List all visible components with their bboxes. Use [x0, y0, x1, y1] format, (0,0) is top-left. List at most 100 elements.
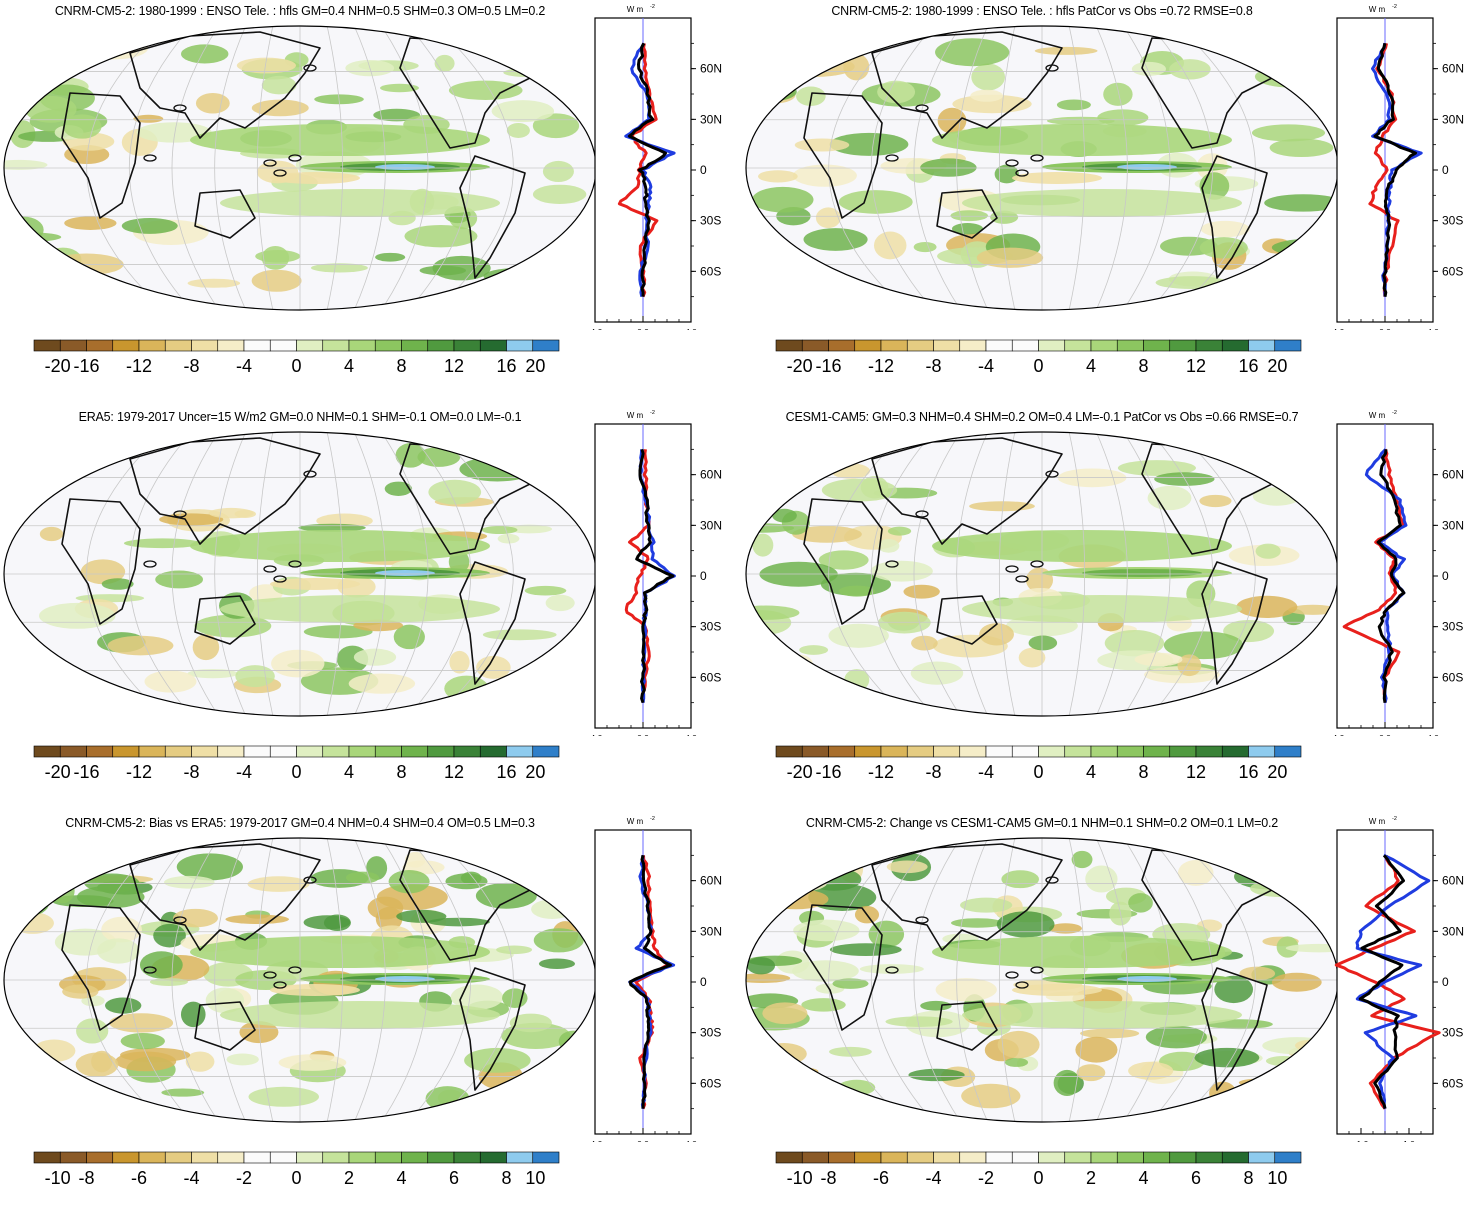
colorbar-swatch — [427, 339, 455, 352]
colorbar-swatch — [453, 339, 481, 352]
colorbar-label: -8 — [925, 762, 941, 782]
colorbar-label: 0 — [1033, 356, 1043, 376]
colorbar-swatch — [269, 339, 297, 352]
colorbar-swatch — [1038, 1151, 1066, 1164]
colorbar-swatch — [33, 1151, 61, 1164]
colorbar-swatch — [348, 1151, 376, 1164]
colorbar-label: 8 — [1138, 762, 1148, 782]
colorbar-label: -2 — [978, 1168, 994, 1188]
zonal-unit-exponent: -2 — [650, 4, 655, 10]
colorbar-label: -16 — [815, 762, 841, 782]
colorbar-swatch — [933, 339, 961, 352]
colorbar-label: -6 — [131, 1168, 147, 1188]
lat-tick-label: 0 — [1442, 163, 1449, 177]
panel-p3: ERA5: 1979-2017 Uncer=15 W/m2 GM=0.0 NHM… — [0, 406, 741, 801]
zonal-unit-exponent: -2 — [650, 816, 655, 822]
lat-tick-label: 60N — [1442, 468, 1464, 482]
zonal-line-black — [627, 42, 667, 297]
colorbar-swatch — [1116, 339, 1144, 352]
zonal-mean-plot: W m -2 60N 30N 0 30S 60S -4.0 0.0 4.0 — [588, 4, 722, 330]
colorbar-swatch — [401, 1151, 429, 1164]
colorbar-label: 16 — [1238, 356, 1258, 376]
lat-tick-label: 60S — [1442, 1076, 1463, 1090]
colorbar-swatch — [86, 745, 114, 758]
zonal-x-tick-label: 0.0 — [637, 327, 649, 330]
lat-tick-label: 30N — [700, 112, 722, 126]
colorbar-swatch — [985, 339, 1013, 352]
zonal-line-blue — [1355, 853, 1431, 1110]
colorbar-swatch — [164, 745, 192, 758]
colorbar-swatch — [1248, 745, 1276, 758]
colorbar-label: -4 — [978, 356, 994, 376]
colorbar-swatch — [775, 339, 803, 352]
colorbar-swatch — [59, 339, 87, 352]
robinson-map — [745, 25, 1339, 311]
colorbar-swatch — [33, 339, 61, 352]
panel-title: CNRM-CM5-2: Bias vs ERA5: 1979-2017 GM=0… — [65, 816, 535, 830]
colorbar-label: 2 — [1086, 1168, 1096, 1188]
robinson-map — [745, 837, 1339, 1123]
colorbar-label: -6 — [873, 1168, 889, 1188]
zonal-x-tick-label: -1.0 — [1354, 1139, 1369, 1142]
panel-title: CNRM-CM5-2: 1980-1999 : ENSO Tele. : hfl… — [831, 4, 1253, 18]
colorbar-swatch — [933, 1151, 961, 1164]
zonal-x-tick-label: 4.0 — [685, 1139, 697, 1142]
colorbar: -20 -16 -12 -8 -4 0 4 8 12 16 20 — [33, 745, 560, 782]
colorbar-label: 16 — [1238, 762, 1258, 782]
colorbar-swatch — [322, 339, 350, 352]
colorbar-swatch — [479, 1151, 507, 1164]
zonal-unit-label: W m — [1369, 817, 1386, 826]
colorbar-swatch — [1143, 339, 1171, 352]
colorbar-swatch — [427, 1151, 455, 1164]
colorbar-swatch — [1248, 339, 1276, 352]
colorbar-swatch — [1169, 1151, 1197, 1164]
panel-p2: CNRM-CM5-2: 1980-1999 : ENSO Tele. : hfl… — [742, 0, 1483, 395]
colorbar-label: -8 — [183, 356, 199, 376]
colorbar-label: 8 — [396, 762, 406, 782]
zonal-mean-plot: W m -2 60N 30N 0 30S 60S -4.0 0.0 4.0 — [1330, 410, 1464, 736]
panel-p4: CESM1-CAM5: GM=0.3 NHM=0.4 SHM=0.2 OM=0.… — [742, 406, 1483, 801]
colorbar-swatch — [453, 1151, 481, 1164]
colorbar-swatch — [322, 1151, 350, 1164]
lat-tick-label: 60S — [700, 670, 721, 684]
lat-tick-label: 0 — [700, 975, 707, 989]
colorbar-swatch — [1116, 745, 1144, 758]
colorbar-label: 20 — [1267, 356, 1287, 376]
zonal-unit-label: W m — [1369, 5, 1386, 14]
robinson-map — [3, 431, 597, 717]
panel-title: CNRM-CM5-2: Change vs CESM1-CAM5 GM=0.1 … — [805, 816, 1279, 830]
robinson-map — [3, 837, 597, 1123]
colorbar-label: -20 — [787, 356, 813, 376]
colorbar-swatch — [296, 745, 324, 758]
colorbar-swatch — [854, 339, 882, 352]
colorbar-swatch — [906, 339, 934, 352]
colorbar-label: 6 — [449, 1168, 459, 1188]
colorbar-label: -4 — [236, 762, 252, 782]
lat-tick-label: 30S — [700, 214, 721, 228]
colorbar-swatch — [1064, 339, 1092, 352]
colorbar-label: 0 — [291, 1168, 301, 1188]
colorbar-swatch — [479, 745, 507, 758]
colorbar-label: -2 — [236, 1168, 252, 1188]
colorbar-label: 4 — [1138, 1168, 1148, 1188]
lat-tick-label: 0 — [700, 163, 707, 177]
colorbar-swatch — [801, 339, 829, 352]
zonal-mean-plot: W m -2 60N 30N 0 30S 60S -4.0 0.0 4.0 — [588, 816, 722, 1142]
colorbar-label: 16 — [496, 356, 516, 376]
zonal-line-black — [635, 448, 675, 704]
lat-tick-label: 30N — [1442, 518, 1464, 532]
colorbar-swatch — [1274, 339, 1302, 352]
colorbar-swatch — [506, 339, 534, 352]
lat-tick-label: 0 — [1442, 975, 1449, 989]
colorbar-swatch — [296, 1151, 324, 1164]
colorbar-swatch — [86, 1151, 114, 1164]
colorbar: -20 -16 -12 -8 -4 0 4 8 12 16 20 — [33, 339, 560, 376]
lat-tick-label: 60S — [700, 264, 721, 278]
lat-tick-label: 60N — [700, 468, 722, 482]
zonal-x-tick-label: 4.0 — [685, 327, 697, 330]
lat-tick-label: 60N — [700, 62, 722, 76]
colorbar-swatch — [296, 339, 324, 352]
colorbar-swatch — [322, 745, 350, 758]
colorbar-label: -8 — [925, 356, 941, 376]
colorbar-label: 0 — [291, 356, 301, 376]
